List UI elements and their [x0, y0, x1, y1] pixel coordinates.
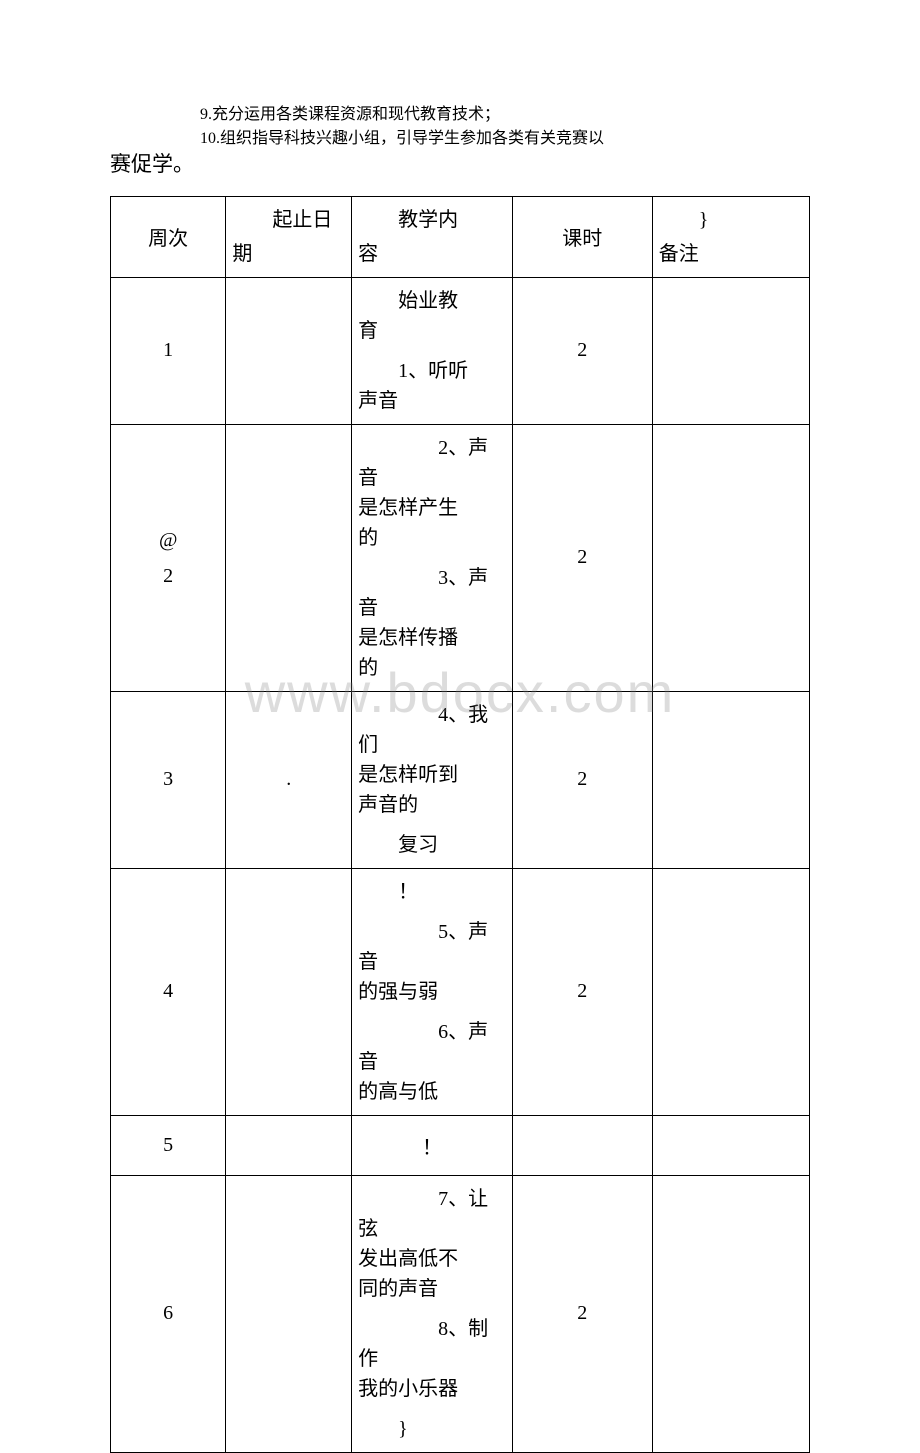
- cell-week: @ 2: [111, 424, 226, 691]
- paragraph-9: 9.充分运用各类课程资源和现代教育技术；: [200, 100, 810, 124]
- cell-note: [652, 1115, 809, 1175]
- table-row: 6 7、让弦发出高低不同的声音 8、制作我的小乐器 } 2: [111, 1175, 810, 1452]
- cell-content: ！: [352, 1115, 513, 1175]
- cell-content: ！ 5、声音的强与弱 6、声音的高与低: [352, 868, 513, 1115]
- cell-date: [226, 1115, 352, 1175]
- table-row: 1 始业教育 1、听听声音 2: [111, 277, 810, 424]
- table-row: 4 ！ 5、声音的强与弱 6、声音的高与低 2: [111, 868, 810, 1115]
- header-content-label: 教学内: [358, 205, 506, 235]
- cell-date: [226, 424, 352, 691]
- content-line: 2、声音是怎样产生的: [358, 433, 506, 553]
- cell-week: 4: [111, 868, 226, 1115]
- table-row: @ 2 2、声音是怎样产生的 3、声音是怎样传播的 2: [111, 424, 810, 691]
- header-hours: 课时: [512, 196, 652, 277]
- content-line: 4、我们是怎样听到声音的: [358, 700, 506, 820]
- content-line: 7、让弦发出高低不同的声音: [358, 1184, 506, 1304]
- cell-hours: 2: [512, 277, 652, 424]
- content-line: 复习: [358, 830, 506, 860]
- content-line: 3、声音是怎样传播的: [358, 563, 506, 683]
- schedule-table: 周次 起止日 期 教学内 容 课时 } 备注 1 始业教育 1、听听声音 2 @: [110, 196, 810, 1453]
- week-num: 2: [117, 561, 219, 591]
- cell-week: 1: [111, 277, 226, 424]
- table-header-row: 周次 起止日 期 教学内 容 课时 } 备注: [111, 196, 810, 277]
- content-line: 1、听听声音: [358, 356, 506, 416]
- table-row: 5 ！: [111, 1115, 810, 1175]
- cell-note: [652, 691, 809, 868]
- header-week: 周次: [111, 196, 226, 277]
- week-pre: @: [117, 525, 219, 555]
- content-line: ！: [422, 1137, 442, 1159]
- cell-content: 7、让弦发出高低不同的声音 8、制作我的小乐器 }: [352, 1175, 513, 1452]
- content-line: 始业教育: [358, 286, 506, 346]
- header-note-text: 备注: [659, 239, 803, 269]
- header-date: 起止日 期: [226, 196, 352, 277]
- cell-date: [226, 277, 352, 424]
- cell-note: [652, 424, 809, 691]
- header-content: 教学内 容: [352, 196, 513, 277]
- content-line: 5、声音的强与弱: [358, 917, 506, 1007]
- cell-content: 始业教育 1、听听声音: [352, 277, 513, 424]
- cell-week: 5: [111, 1115, 226, 1175]
- cell-hours: 2: [512, 424, 652, 691]
- cell-week: 6: [111, 1175, 226, 1452]
- header-note-symbol: }: [659, 205, 803, 235]
- content-line: 8、制作我的小乐器: [358, 1314, 506, 1404]
- header-date-label: 起止日: [232, 205, 345, 235]
- cell-note: [652, 1175, 809, 1452]
- cell-note: [652, 868, 809, 1115]
- cell-hours: 2: [512, 691, 652, 868]
- paragraph-10-line1: 10.组织指导科技兴趣小组，引导学生参加各类有关竞赛以: [200, 124, 810, 148]
- cell-hours: 2: [512, 1175, 652, 1452]
- cell-hours: 2: [512, 868, 652, 1115]
- content-line: 6、声音的高与低: [358, 1017, 506, 1107]
- cell-hours: [512, 1115, 652, 1175]
- cell-note: [652, 277, 809, 424]
- paragraph-10-line2: 赛促学。: [110, 148, 810, 182]
- cell-week: 3: [111, 691, 226, 868]
- header-note: } 备注: [652, 196, 809, 277]
- content-line: }: [358, 1414, 506, 1444]
- cell-date: [226, 868, 352, 1115]
- content-line: ！: [358, 877, 506, 907]
- table-row: 3 . 4、我们是怎样听到声音的 复习 2: [111, 691, 810, 868]
- header-hours-text: 课时: [562, 228, 602, 250]
- cell-date: [226, 1175, 352, 1452]
- cell-content: 4、我们是怎样听到声音的 复习: [352, 691, 513, 868]
- cell-content: 2、声音是怎样产生的 3、声音是怎样传播的: [352, 424, 513, 691]
- header-content-suffix: 容: [358, 239, 506, 269]
- header-week-text: 周次: [148, 228, 188, 250]
- cell-date: .: [226, 691, 352, 868]
- header-date-suffix: 期: [232, 239, 345, 269]
